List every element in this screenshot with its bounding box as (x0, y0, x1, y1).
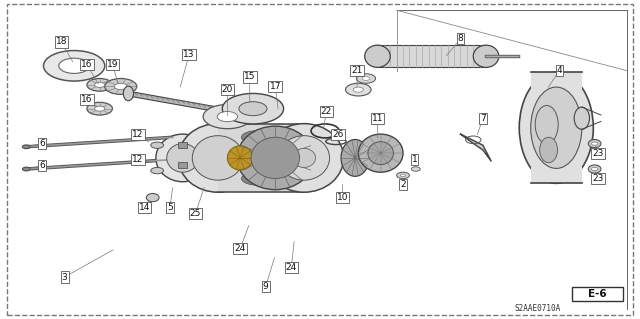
Ellipse shape (292, 148, 316, 167)
Ellipse shape (151, 167, 164, 174)
Ellipse shape (156, 134, 209, 182)
Text: 19: 19 (107, 60, 118, 69)
Ellipse shape (241, 172, 280, 186)
Ellipse shape (241, 130, 280, 144)
Ellipse shape (222, 93, 284, 124)
Text: 13: 13 (183, 50, 195, 59)
Text: 16: 16 (81, 60, 93, 69)
Ellipse shape (341, 139, 369, 176)
Ellipse shape (412, 167, 420, 171)
Text: 8: 8 (458, 34, 463, 43)
Text: 22: 22 (321, 108, 332, 116)
Ellipse shape (237, 126, 314, 190)
Ellipse shape (278, 136, 330, 180)
Text: 10: 10 (337, 193, 348, 202)
Text: 3: 3 (61, 272, 67, 281)
Ellipse shape (115, 83, 127, 90)
Text: 23: 23 (592, 149, 604, 158)
Ellipse shape (95, 82, 105, 87)
Text: 18: 18 (56, 38, 67, 47)
Bar (178, 142, 187, 148)
Polygon shape (129, 91, 218, 112)
Text: 11: 11 (372, 114, 383, 123)
Ellipse shape (264, 123, 344, 192)
Text: 15: 15 (244, 72, 255, 81)
Ellipse shape (362, 77, 370, 80)
Text: 12: 12 (132, 130, 144, 138)
Text: 7: 7 (480, 114, 486, 123)
Ellipse shape (95, 106, 105, 111)
Ellipse shape (356, 74, 376, 83)
Ellipse shape (44, 50, 105, 81)
Ellipse shape (251, 137, 300, 179)
Text: 16: 16 (81, 95, 93, 104)
Text: 6: 6 (39, 139, 45, 148)
Text: E-6: E-6 (589, 289, 607, 299)
Ellipse shape (178, 123, 257, 192)
Ellipse shape (368, 142, 394, 165)
Text: 2: 2 (400, 181, 406, 189)
Ellipse shape (203, 105, 252, 129)
Text: 20: 20 (221, 85, 233, 94)
Ellipse shape (473, 45, 499, 67)
Text: 21: 21 (351, 66, 363, 75)
Text: 26: 26 (332, 130, 344, 138)
Ellipse shape (87, 78, 113, 91)
Bar (531, 72, 582, 183)
Ellipse shape (192, 136, 243, 180)
Ellipse shape (22, 145, 30, 149)
Ellipse shape (591, 142, 598, 145)
Ellipse shape (588, 165, 601, 173)
Ellipse shape (588, 139, 601, 148)
Ellipse shape (147, 194, 159, 202)
Ellipse shape (59, 58, 90, 73)
Text: 24: 24 (234, 244, 246, 253)
Text: 17: 17 (269, 82, 281, 91)
Ellipse shape (217, 112, 237, 122)
Ellipse shape (22, 167, 30, 171)
Ellipse shape (519, 72, 593, 183)
Polygon shape (461, 134, 491, 161)
Ellipse shape (365, 45, 390, 67)
Ellipse shape (358, 134, 403, 172)
Text: 12: 12 (132, 155, 144, 164)
Ellipse shape (124, 86, 134, 101)
Ellipse shape (401, 174, 406, 177)
Ellipse shape (346, 83, 371, 96)
Ellipse shape (87, 102, 113, 115)
Text: S2AAE0710A: S2AAE0710A (514, 304, 560, 313)
Bar (178, 162, 187, 168)
Ellipse shape (239, 102, 267, 116)
Ellipse shape (574, 107, 589, 129)
Text: 5: 5 (167, 203, 173, 211)
Ellipse shape (105, 78, 137, 94)
Ellipse shape (227, 146, 253, 170)
Ellipse shape (151, 142, 164, 148)
Text: 9: 9 (263, 282, 269, 291)
Bar (218, 123, 304, 192)
Text: 24: 24 (285, 263, 297, 272)
Bar (378, 45, 486, 67)
Bar (572, 286, 623, 301)
Text: 4: 4 (557, 66, 563, 75)
Ellipse shape (531, 87, 582, 168)
Ellipse shape (540, 137, 557, 163)
Text: 1: 1 (412, 155, 417, 164)
Text: 25: 25 (190, 209, 201, 218)
Text: 14: 14 (139, 203, 150, 211)
Ellipse shape (397, 172, 410, 179)
Ellipse shape (591, 167, 598, 171)
Ellipse shape (167, 144, 198, 172)
Ellipse shape (535, 106, 558, 144)
Ellipse shape (353, 87, 364, 92)
Text: 6: 6 (39, 161, 45, 170)
Text: 23: 23 (592, 174, 604, 183)
